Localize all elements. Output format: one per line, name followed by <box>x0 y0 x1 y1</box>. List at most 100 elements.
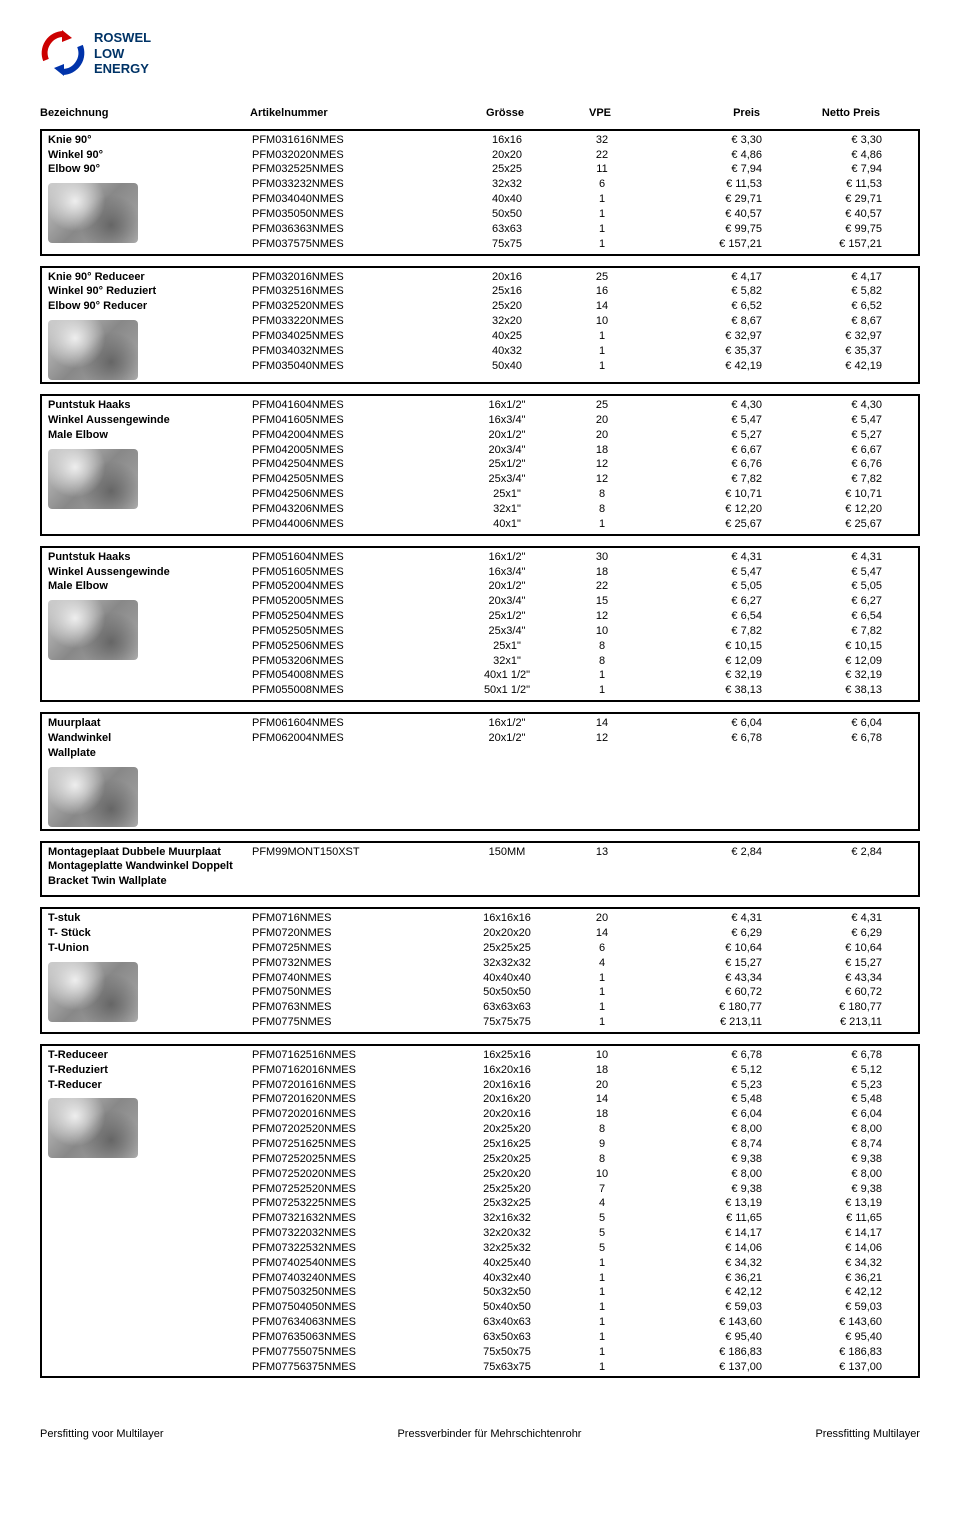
cell-price: € 9,38 <box>642 1152 762 1167</box>
cell-size: 25x1/2" <box>452 457 562 472</box>
cell-size: 63x63 <box>452 222 562 237</box>
cell-article: PFM07162016NMES <box>252 1063 452 1078</box>
cell-price: € 157,21 <box>642 237 762 252</box>
cell-price: € 3,30 <box>642 133 762 148</box>
cell-net: € 6,04 <box>762 1107 882 1122</box>
cell-vpe: 1 <box>562 1360 642 1375</box>
cell-vpe: 1 <box>562 683 642 698</box>
cell-article: PFM0775NMES <box>252 1015 452 1030</box>
cell-vpe: 1 <box>562 517 642 532</box>
product-name: Winkel 90° <box>48 148 248 163</box>
cell-price: € 8,00 <box>642 1167 762 1182</box>
cell-article: PFM07201620NMES <box>252 1092 452 1107</box>
product-name: Montageplaat Dubbele Muurplaat <box>48 845 248 860</box>
cell-price: € 6,52 <box>642 299 762 314</box>
cell-size: 16x20x16 <box>452 1063 562 1078</box>
cell-net: € 5,47 <box>762 565 882 580</box>
cell-vpe: 10 <box>562 1167 642 1182</box>
cell-price: € 5,48 <box>642 1092 762 1107</box>
cell-price: € 38,13 <box>642 683 762 698</box>
product-name: Knie 90° <box>48 133 248 148</box>
cell-price: € 14,06 <box>642 1241 762 1256</box>
cell-net: € 13,19 <box>762 1196 882 1211</box>
cell-article: PFM052004NMES <box>252 579 452 594</box>
cell-vpe: 11 <box>562 162 642 177</box>
table-row: PFM07162016NMES16x20x1618€ 5,12€ 5,12 <box>252 1063 912 1078</box>
product-image <box>48 600 138 660</box>
cell-size: 16x1/2" <box>452 550 562 565</box>
section-left: T-ReduceerT-ReduziertT-Reducer <box>48 1048 248 1375</box>
table-row: PFM052505NMES25x3/4"10€ 7,82€ 7,82 <box>252 624 912 639</box>
cell-net: € 4,86 <box>762 148 882 163</box>
cell-vpe: 20 <box>562 1078 642 1093</box>
cell-article: PFM033232NMES <box>252 177 452 192</box>
cell-size: 25x32x25 <box>452 1196 562 1211</box>
product-section: Puntstuk HaaksWinkel AussengewindeMale E… <box>40 394 920 536</box>
section-left: Montageplaat Dubbele MuurplaatMontagepla… <box>48 845 248 894</box>
cell-vpe: 7 <box>562 1182 642 1197</box>
cell-size: 20x1/2" <box>452 428 562 443</box>
table-row: PFM07635063NMES63x50x631€ 95,40€ 95,40 <box>252 1330 912 1345</box>
cell-net: € 5,27 <box>762 428 882 443</box>
product-image <box>48 183 138 243</box>
cell-article: PFM044006NMES <box>252 517 452 532</box>
cell-size: 25x1/2" <box>452 609 562 624</box>
cell-net: € 6,67 <box>762 443 882 458</box>
table-row: PFM07634063NMES63x40x631€ 143,60€ 143,60 <box>252 1315 912 1330</box>
cell-article: PFM07252520NMES <box>252 1182 452 1197</box>
cell-net: € 60,72 <box>762 985 882 1000</box>
cell-net: € 11,53 <box>762 177 882 192</box>
cell-article: PFM033220NMES <box>252 314 452 329</box>
table-row: PFM0750NMES50x50x501€ 60,72€ 60,72 <box>252 985 912 1000</box>
cell-size: 20x25x20 <box>452 1122 562 1137</box>
cell-article: PFM052005NMES <box>252 594 452 609</box>
cell-article: PFM055008NMES <box>252 683 452 698</box>
cell-net: € 213,11 <box>762 1015 882 1030</box>
cell-size: 75x50x75 <box>452 1345 562 1360</box>
product-name: T-stuk <box>48 911 248 926</box>
product-name: T-Union <box>48 941 248 956</box>
product-name: Elbow 90° Reducer <box>48 299 248 314</box>
table-row: PFM043206NMES32x1"8€ 12,20€ 12,20 <box>252 502 912 517</box>
cell-article: PFM034032NMES <box>252 344 452 359</box>
cell-size: 20x16 <box>452 270 562 285</box>
cell-size: 32x1" <box>452 502 562 517</box>
product-name: Montageplatte Wandwinkel Doppelt <box>48 859 248 874</box>
cell-price: € 5,27 <box>642 428 762 443</box>
cell-net: € 29,71 <box>762 192 882 207</box>
cell-price: € 6,04 <box>642 1107 762 1122</box>
cell-vpe: 13 <box>562 845 642 860</box>
table-row: PFM07322032NMES32x20x325€ 14,17€ 14,17 <box>252 1226 912 1241</box>
cell-article: PFM054008NMES <box>252 668 452 683</box>
cell-article: PFM07756375NMES <box>252 1360 452 1375</box>
cell-article: PFM032520NMES <box>252 299 452 314</box>
cell-size: 16x16x16 <box>452 911 562 926</box>
cell-vpe: 32 <box>562 133 642 148</box>
brand-line-2: LOW <box>94 46 151 62</box>
cell-price: € 36,21 <box>642 1271 762 1286</box>
product-section: Montageplaat Dubbele MuurplaatMontagepla… <box>40 841 920 898</box>
cell-article: PFM034040NMES <box>252 192 452 207</box>
table-row: PFM054008NMES40x1 1/2"1€ 32,19€ 32,19 <box>252 668 912 683</box>
cell-size: 75x75 <box>452 237 562 252</box>
cell-vpe: 1 <box>562 237 642 252</box>
product-name: Puntstuk Haaks <box>48 550 248 565</box>
table-row: PFM033232NMES32x326€ 11,53€ 11,53 <box>252 177 912 192</box>
table-row: PFM052504NMES25x1/2"12€ 6,54€ 6,54 <box>252 609 912 624</box>
cell-net: € 10,64 <box>762 941 882 956</box>
cell-price: € 4,31 <box>642 911 762 926</box>
section-rows: PFM061604NMES16x1/2"14€ 6,04€ 6,04PFM062… <box>252 716 912 827</box>
cell-price: € 99,75 <box>642 222 762 237</box>
cell-article: PFM034025NMES <box>252 329 452 344</box>
cell-article: PFM07635063NMES <box>252 1330 452 1345</box>
cell-price: € 7,82 <box>642 624 762 639</box>
cell-size: 40x25x40 <box>452 1256 562 1271</box>
cell-article: PFM036363NMES <box>252 222 452 237</box>
table-row: PFM0716NMES16x16x1620€ 4,31€ 4,31 <box>252 911 912 926</box>
cell-net: € 5,48 <box>762 1092 882 1107</box>
cell-net: € 180,77 <box>762 1000 882 1015</box>
cell-size: 25x1" <box>452 487 562 502</box>
cell-size: 20x16x20 <box>452 1092 562 1107</box>
cell-net: € 143,60 <box>762 1315 882 1330</box>
cell-net: € 3,30 <box>762 133 882 148</box>
